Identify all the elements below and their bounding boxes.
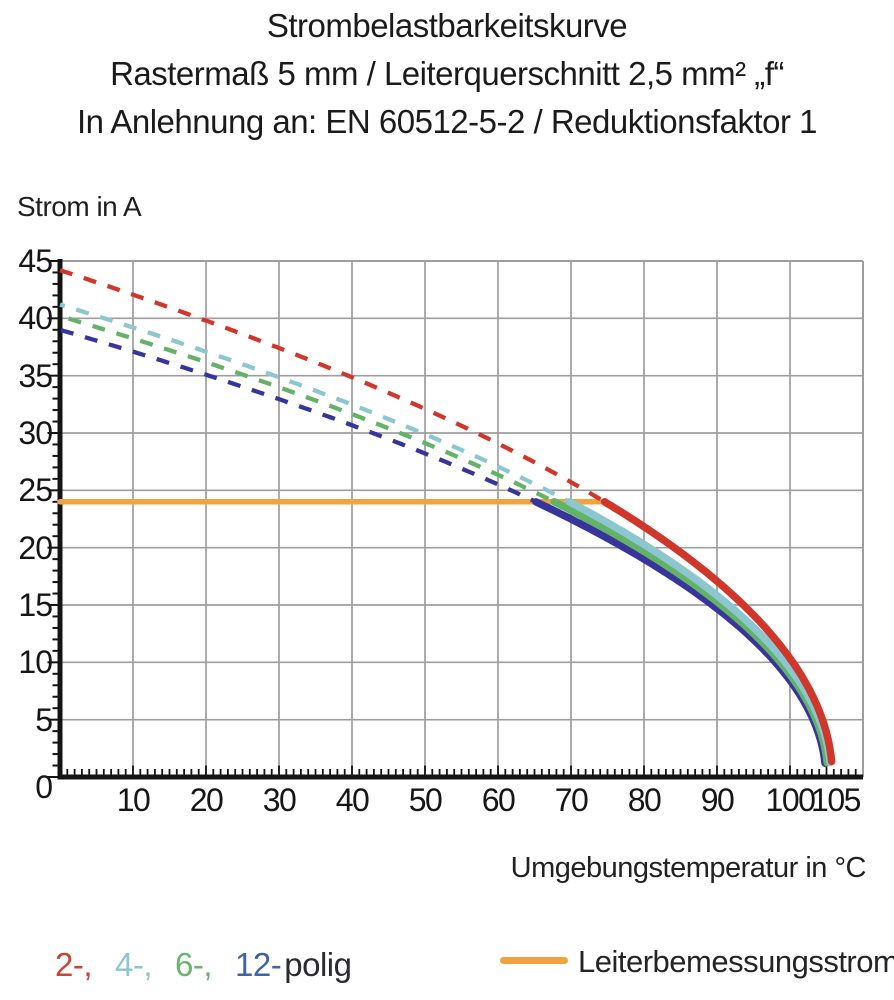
series-dashed-12-polig (59, 327, 537, 504)
x-tick-label-20: 20 (189, 782, 224, 818)
origin-zero-label: 0 (35, 769, 53, 805)
y-tick-label-20: 20 (18, 529, 53, 566)
x-axis-title: Umgebungstemperatur in °C (510, 852, 867, 884)
y-tick-label-10: 10 (18, 644, 53, 681)
series-dashed-6-polig (59, 313, 556, 504)
x-tick-label-30: 30 (262, 782, 297, 818)
y-axis-title: Strom in A (17, 191, 142, 222)
rated-current-line-swatch (500, 957, 568, 964)
series-solid-2-polig (600, 498, 836, 766)
y-tick-label-5: 5 (35, 701, 53, 738)
legend-series-12-polig: 12- (235, 946, 282, 983)
y-tick-label-15: 15 (18, 587, 53, 623)
rated-current-line-label: Leiterbemessungsstrom (578, 944, 894, 979)
x-tick-label-50: 50 (408, 782, 443, 818)
x-tick-label-70: 70 (554, 782, 589, 818)
series-solid-6-polig (550, 498, 831, 767)
x-tick-label-60: 60 (481, 782, 516, 818)
y-tick-label-35: 35 (18, 357, 53, 394)
chart-title: Strombelastbarkeitskurve Rastermaß 5 mm … (0, 2, 894, 146)
x-tick-label-80: 80 (627, 782, 662, 818)
legend-series-6-polig: 6-, (175, 946, 213, 983)
x-tick-label-40: 40 (335, 782, 370, 818)
legend-series: 2-, 4-, 6-, 12-polig (55, 946, 352, 984)
chart-title-line2: Rastermaß 5 mm / Leiterquerschnitt 2,5 m… (110, 55, 784, 92)
legend-series-suffix: polig (284, 946, 352, 983)
legend-series-2-polig: 2-, (55, 946, 93, 983)
y-tick-label-40: 40 (18, 300, 53, 337)
series-solid-12-polig (532, 498, 829, 767)
x-tick-label-90: 90 (700, 782, 735, 818)
chart-title-line3: In Anlehnung an: EN 60512-5-2 / Reduktio… (76, 103, 818, 140)
y-tick-label-30: 30 (18, 415, 53, 451)
y-tick-label-45: 45 (18, 243, 53, 279)
y-tick-label-25: 25 (18, 472, 53, 509)
x-tick-label-105: 105 (811, 782, 861, 818)
x-tick-label-10: 10 (116, 782, 151, 818)
chart-title-line1: Strombelastbarkeitskurve (266, 7, 628, 44)
x-tick-label-100: 100 (765, 782, 816, 818)
series-dashed-4-polig (59, 302, 571, 504)
legend-series-4-polig: 4-, (115, 946, 153, 983)
series-dashed-2-polig (59, 268, 606, 504)
